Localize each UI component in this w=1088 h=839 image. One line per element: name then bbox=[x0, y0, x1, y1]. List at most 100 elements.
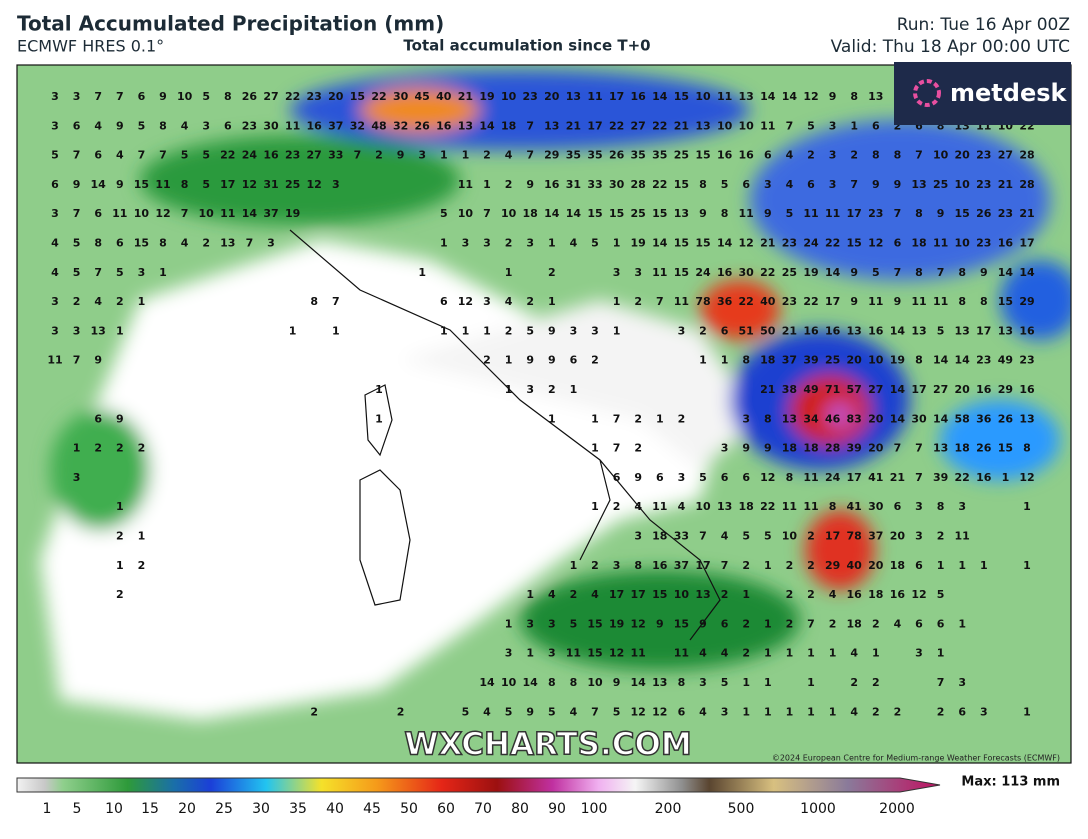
grid-value: 1 bbox=[483, 324, 491, 337]
grid-value: 18 bbox=[739, 500, 754, 513]
grid-value: 2 bbox=[721, 588, 729, 601]
grid-value: 14 bbox=[242, 207, 258, 220]
grid-value: 18 bbox=[868, 588, 883, 601]
grid-value: 2 bbox=[742, 559, 750, 572]
grid-value: 14 bbox=[631, 676, 647, 689]
grid-value: 23 bbox=[976, 178, 991, 191]
grid-value: 2 bbox=[505, 178, 513, 191]
grid-value: 6 bbox=[678, 705, 686, 718]
grid-value: 15 bbox=[955, 207, 970, 220]
grid-value: 23 bbox=[868, 207, 883, 220]
grid-value: 9 bbox=[548, 324, 556, 337]
run: Run: Tue 16 Apr 00Z bbox=[897, 15, 1070, 35]
grid-value: 51 bbox=[739, 324, 754, 337]
grid-value: 1 bbox=[1023, 559, 1031, 572]
grid-value: 1 bbox=[73, 442, 81, 455]
grid-value: 15 bbox=[674, 266, 689, 279]
grid-value: 14 bbox=[544, 207, 560, 220]
grid-value: 1 bbox=[462, 149, 470, 162]
grid-value: 2 bbox=[116, 442, 124, 455]
grid-value: 1 bbox=[1023, 500, 1031, 513]
grid-value: 10 bbox=[933, 149, 949, 162]
grid-value: 10 bbox=[717, 119, 733, 132]
grid-value: 32 bbox=[393, 119, 408, 132]
grid-value: 11 bbox=[717, 90, 732, 103]
grid-value: 3 bbox=[699, 676, 707, 689]
grid-value: 45 bbox=[415, 90, 430, 103]
grid-value: 13 bbox=[458, 119, 473, 132]
grid-value: 2 bbox=[937, 530, 945, 543]
grid-value: 35 bbox=[631, 149, 646, 162]
grid-value: 38 bbox=[782, 383, 797, 396]
grid-value: 9 bbox=[829, 90, 837, 103]
grid-value: 2 bbox=[116, 588, 124, 601]
grid-value: 17 bbox=[847, 207, 862, 220]
grid-value: 8 bbox=[894, 149, 902, 162]
grid-value: 9 bbox=[73, 178, 81, 191]
grid-value: 3 bbox=[613, 266, 621, 279]
grid-value: 23 bbox=[307, 90, 322, 103]
grid-value: 13 bbox=[220, 237, 235, 250]
grid-value: 1 bbox=[699, 354, 707, 367]
grid-value: 21 bbox=[458, 90, 473, 103]
grid-value: 9 bbox=[764, 207, 772, 220]
grid-value: 3 bbox=[51, 207, 59, 220]
grid-value: 13 bbox=[566, 90, 581, 103]
grid-value: 9 bbox=[850, 295, 858, 308]
grid-value: 13 bbox=[91, 324, 106, 337]
grid-value: 2 bbox=[397, 705, 405, 718]
grid-value: 7 bbox=[915, 471, 923, 484]
grid-value: 1 bbox=[526, 588, 534, 601]
grid-value: 2 bbox=[202, 237, 210, 250]
grid-value: 3 bbox=[483, 237, 491, 250]
grid-value: 8 bbox=[980, 295, 988, 308]
grid-value: 15 bbox=[652, 207, 667, 220]
grid-value: 2 bbox=[829, 617, 837, 630]
grid-value: 2 bbox=[591, 354, 599, 367]
grid-value: 28 bbox=[1019, 149, 1034, 162]
grid-value: 83 bbox=[847, 412, 862, 425]
grid-value: 7 bbox=[526, 119, 534, 132]
grid-value: 3 bbox=[526, 617, 534, 630]
grid-value: 9 bbox=[397, 149, 405, 162]
logo-box bbox=[894, 62, 1071, 125]
grid-value: 4 bbox=[721, 530, 729, 543]
grid-value: 7 bbox=[937, 676, 945, 689]
grid-value: 25 bbox=[285, 178, 300, 191]
grid-value: 24 bbox=[803, 237, 819, 250]
grid-value: 11 bbox=[285, 119, 300, 132]
grid-value: 21 bbox=[760, 383, 775, 396]
grid-value: 5 bbox=[570, 617, 578, 630]
grid-value: 1 bbox=[548, 237, 556, 250]
grid-value: 23 bbox=[782, 295, 797, 308]
grid-value: 3 bbox=[721, 442, 729, 455]
grid-value: 7 bbox=[915, 149, 923, 162]
grid-value: 1 bbox=[462, 324, 470, 337]
grid-value: 37 bbox=[328, 119, 343, 132]
grid-value: 17 bbox=[609, 90, 624, 103]
grid-value: 5 bbox=[73, 237, 81, 250]
grid-value: 14 bbox=[760, 90, 776, 103]
grid-value: 2 bbox=[678, 412, 686, 425]
grid-value: 22 bbox=[652, 178, 667, 191]
grid-value: 4 bbox=[786, 178, 794, 191]
copyright: ©2024 European Centre for Medium-range W… bbox=[772, 754, 1060, 763]
grid-value: 1 bbox=[613, 324, 621, 337]
map bbox=[17, 65, 1071, 763]
grid-value: 8 bbox=[634, 559, 642, 572]
grid-value: 15 bbox=[674, 617, 689, 630]
grid-value: 6 bbox=[937, 617, 945, 630]
grid-value: 7 bbox=[613, 442, 621, 455]
grid-value: 7 bbox=[656, 295, 664, 308]
grid-value: 15 bbox=[998, 295, 1013, 308]
grid-value: 23 bbox=[285, 149, 300, 162]
grid-value: 10 bbox=[587, 676, 603, 689]
grid-value: 14 bbox=[782, 90, 798, 103]
grid-value: 6 bbox=[915, 119, 923, 132]
grid-value: 21 bbox=[890, 471, 905, 484]
grid-value: 12 bbox=[760, 471, 775, 484]
grid-value: 3 bbox=[915, 647, 923, 660]
grid-value: 13 bbox=[782, 412, 797, 425]
grid-value: 22 bbox=[285, 90, 300, 103]
grid-value: 3 bbox=[613, 559, 621, 572]
